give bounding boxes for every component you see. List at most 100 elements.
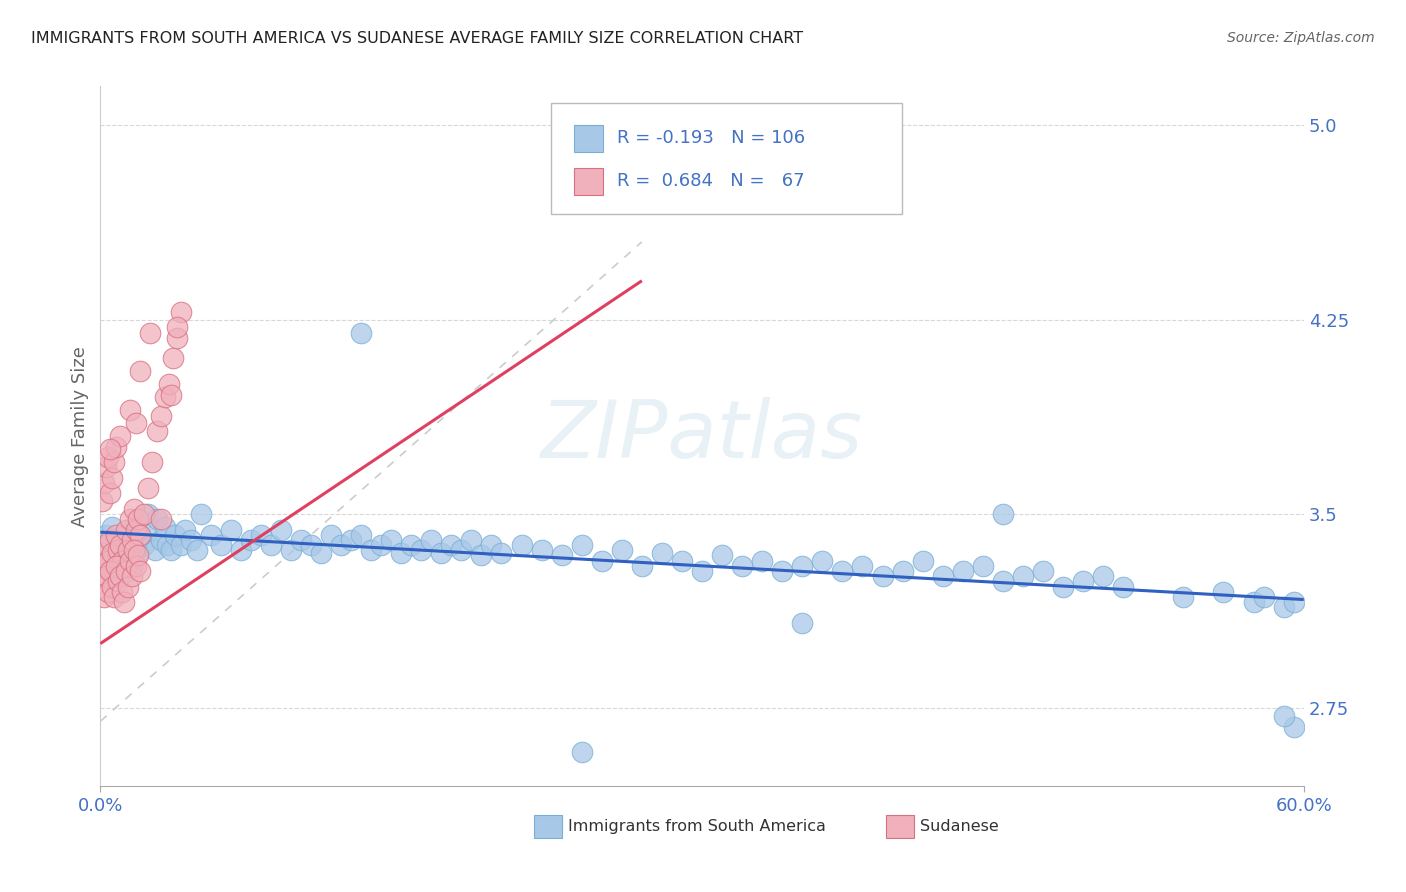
- Point: [991, 507, 1014, 521]
- Point: [105, 440, 128, 454]
- Point: [145, 424, 167, 438]
- Point: [124, 501, 146, 516]
- Point: [770, 564, 793, 578]
- Point: [591, 554, 613, 568]
- Point: [129, 527, 152, 541]
- Point: [110, 546, 132, 560]
- Point: [1092, 569, 1115, 583]
- Text: R =  0.684   N =   67: R = 0.684 N = 67: [617, 172, 804, 190]
- Point: [1173, 590, 1195, 604]
- Y-axis label: Average Family Size: Average Family Size: [72, 346, 89, 526]
- Point: [96, 527, 118, 541]
- Point: [115, 523, 138, 537]
- Point: [100, 442, 122, 457]
- Point: [101, 471, 124, 485]
- Point: [319, 527, 342, 541]
- Point: [931, 569, 953, 583]
- Point: [100, 564, 122, 578]
- Point: [96, 569, 118, 583]
- Point: [124, 520, 146, 534]
- Point: [149, 512, 172, 526]
- Point: [571, 538, 593, 552]
- Point: [380, 533, 402, 547]
- Point: [149, 533, 172, 547]
- Point: [129, 527, 152, 541]
- Point: [370, 538, 392, 552]
- Point: [139, 326, 162, 340]
- Point: [93, 538, 115, 552]
- Point: [97, 584, 120, 599]
- Point: [166, 320, 188, 334]
- Point: [91, 546, 114, 560]
- Point: [120, 403, 142, 417]
- Point: [340, 533, 363, 547]
- Point: [792, 558, 814, 573]
- Point: [690, 564, 713, 578]
- Point: [138, 507, 160, 521]
- Point: [112, 564, 135, 578]
- Point: [105, 558, 128, 573]
- Point: [440, 538, 463, 552]
- Point: [124, 543, 146, 558]
- Point: [125, 558, 148, 573]
- Point: [1282, 595, 1305, 609]
- Point: [481, 538, 503, 552]
- Point: [111, 554, 134, 568]
- Point: [107, 574, 129, 589]
- Point: [190, 507, 212, 521]
- Point: [97, 546, 120, 560]
- Point: [100, 533, 122, 547]
- Point: [571, 746, 593, 760]
- Point: [166, 331, 188, 345]
- Point: [101, 520, 124, 534]
- Text: Immigrants from South America: Immigrants from South America: [568, 819, 825, 834]
- Point: [1212, 584, 1234, 599]
- Point: [129, 564, 152, 578]
- Point: [100, 486, 122, 500]
- Point: [290, 533, 312, 547]
- Point: [110, 569, 132, 583]
- Point: [200, 527, 222, 541]
- Point: [125, 533, 148, 547]
- Point: [101, 546, 124, 560]
- Point: [107, 543, 129, 558]
- Point: [93, 558, 115, 573]
- Point: [120, 512, 142, 526]
- Point: [1243, 595, 1265, 609]
- Point: [110, 429, 132, 443]
- Point: [91, 580, 114, 594]
- Point: [270, 523, 292, 537]
- Point: [851, 558, 873, 573]
- Point: [157, 377, 180, 392]
- Point: [159, 543, 181, 558]
- Point: [127, 512, 149, 526]
- Point: [127, 546, 149, 560]
- Point: [651, 546, 673, 560]
- Point: [350, 326, 373, 340]
- Point: [1272, 600, 1295, 615]
- Point: [103, 564, 125, 578]
- Point: [117, 580, 139, 594]
- Text: IMMIGRANTS FROM SOUTH AMERICA VS SUDANESE AVERAGE FAMILY SIZE CORRELATION CHART: IMMIGRANTS FROM SOUTH AMERICA VS SUDANES…: [31, 31, 803, 46]
- Point: [330, 538, 353, 552]
- Point: [173, 523, 195, 537]
- Point: [1052, 580, 1074, 594]
- Point: [96, 538, 118, 552]
- Point: [145, 512, 167, 526]
- Point: [141, 455, 163, 469]
- Point: [831, 564, 853, 578]
- Point: [93, 475, 115, 490]
- Point: [260, 538, 283, 552]
- Text: Sudanese: Sudanese: [920, 819, 998, 834]
- Point: [1071, 574, 1094, 589]
- Point: [1012, 569, 1035, 583]
- Point: [631, 558, 654, 573]
- Point: [120, 538, 142, 552]
- Point: [671, 554, 693, 568]
- Point: [180, 533, 202, 547]
- Point: [530, 543, 553, 558]
- Point: [91, 558, 114, 573]
- Point: [121, 558, 143, 573]
- Point: [100, 564, 122, 578]
- Point: [163, 527, 186, 541]
